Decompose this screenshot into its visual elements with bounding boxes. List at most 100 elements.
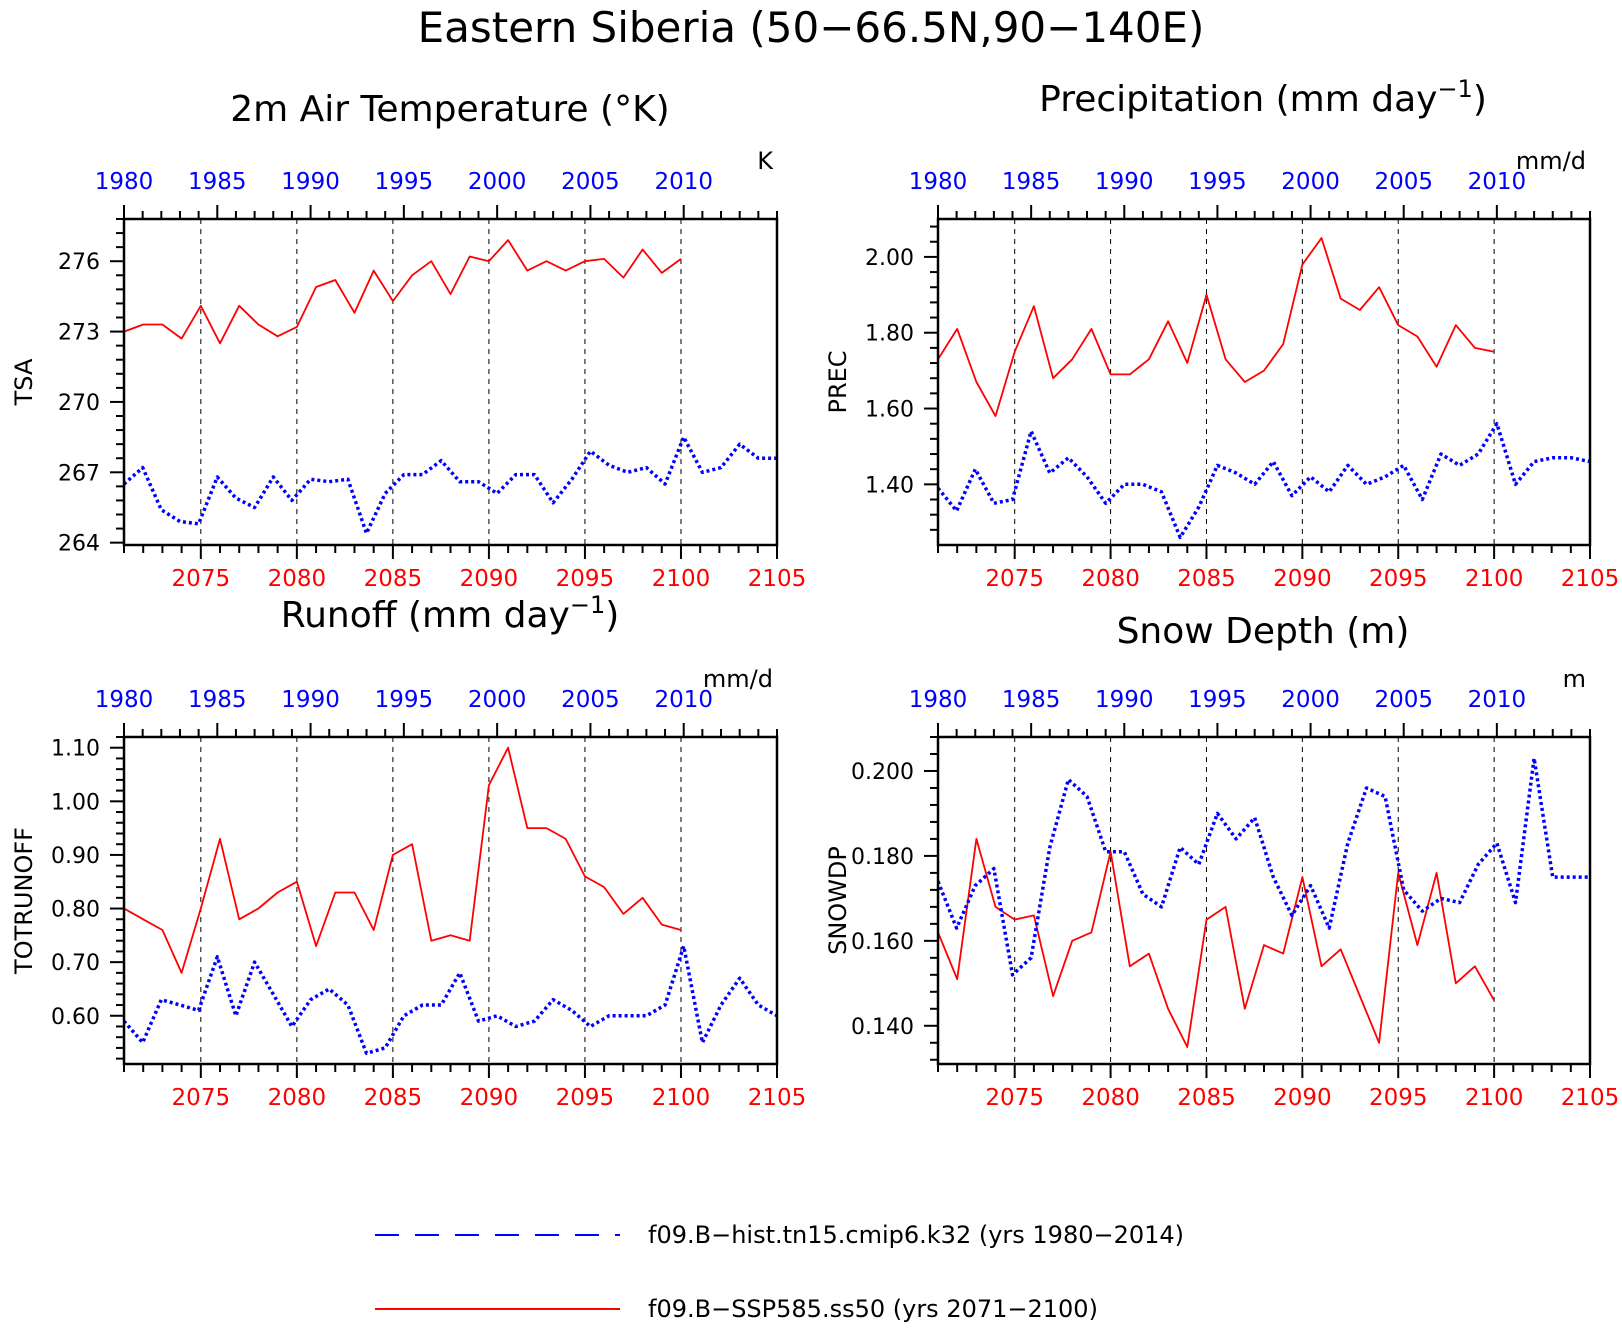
units-label: mm/d xyxy=(703,665,773,693)
bottom-tick-label: 2105 xyxy=(748,1085,807,1111)
top-tick-label: 2000 xyxy=(468,687,527,713)
series-ssp-line xyxy=(124,746,682,974)
units-label: mm/d xyxy=(1516,147,1586,175)
top-tick-label: 1985 xyxy=(188,169,247,195)
top-tick-label: 2005 xyxy=(1374,687,1433,713)
series-hist-line xyxy=(124,435,777,536)
top-tick-label: 2010 xyxy=(1468,169,1527,195)
panel-title-end: ) xyxy=(1473,79,1487,120)
panel-title-text: Runoff (mm day xyxy=(281,595,570,636)
series-ssp-line xyxy=(938,237,1495,418)
y-tick-label: 1.60 xyxy=(865,398,914,423)
plot-frame xyxy=(122,735,779,1066)
plot-frame xyxy=(936,735,1592,1066)
bottom-tick-label: 2095 xyxy=(1369,566,1428,592)
series-hist-line xyxy=(938,756,1590,977)
plot-frame xyxy=(936,217,1592,547)
panels: 2m Air Temperature (°K) K TSA 264 267 270 273 2… xyxy=(10,75,1619,1111)
y-axis-label: TSA xyxy=(10,358,38,406)
bottom-tick-label: 2085 xyxy=(364,566,423,592)
bottom-tick-label: 2100 xyxy=(1465,566,1524,592)
bottom-tick-label: 2075 xyxy=(985,566,1044,592)
panel-title-text: 2m Air Temperature (°K) xyxy=(230,89,669,130)
y-tick-label: 0.90 xyxy=(51,844,100,869)
bottom-tick-label: 2085 xyxy=(1177,1085,1236,1111)
panel-title-text: Precipitation (mm day xyxy=(1039,79,1437,120)
bottom-tick-label: 2100 xyxy=(652,566,711,592)
panel-2: Runoff (mm day−1) mm/d TOTRUNOFF 0.60 0.70 0.… xyxy=(10,591,806,1111)
bottom-tick-label: 2095 xyxy=(1369,1085,1428,1111)
top-tick-label: 2000 xyxy=(468,169,527,195)
panel-title: Precipitation (mm day−1) xyxy=(1039,75,1487,120)
panel-title-superscript: −1 xyxy=(570,591,605,619)
series-hist-line xyxy=(938,421,1590,540)
top-tick-label: 2000 xyxy=(1281,687,1340,713)
y-axis-label: TOTRUNOFF xyxy=(10,827,38,975)
top-tick-label: 2010 xyxy=(654,687,713,713)
bottom-tick-label: 2080 xyxy=(1081,566,1140,592)
y-tick-label: 0.180 xyxy=(851,845,914,870)
top-tick-label: 2010 xyxy=(654,169,713,195)
series-ssp-line xyxy=(124,239,682,345)
bottom-tick-label: 2105 xyxy=(1561,566,1620,592)
panel-title-text: Snow Depth (m) xyxy=(1117,611,1410,652)
top-tick-label: 1995 xyxy=(375,169,434,195)
legend: f09.B−hist.tn15.cmip6.k32 (yrs 1980−2014… xyxy=(375,1221,1184,1323)
bottom-tick-label: 2090 xyxy=(1273,566,1332,592)
top-tick-label: 1995 xyxy=(1188,169,1247,195)
top-tick-label: 2005 xyxy=(1374,169,1433,195)
bottom-tick-label: 2090 xyxy=(1273,1085,1332,1111)
series-ssp-line xyxy=(938,838,1495,1048)
top-tick-label: 2010 xyxy=(1468,687,1527,713)
top-tick-label: 1995 xyxy=(375,687,434,713)
bottom-tick-label: 2075 xyxy=(172,566,231,592)
top-tick-label: 1985 xyxy=(188,687,247,713)
panel-0: 2m Air Temperature (°K) K TSA 264 267 270 273 2… xyxy=(10,89,806,592)
bottom-tick-label: 2105 xyxy=(1561,1085,1620,1111)
bottom-tick-label: 2080 xyxy=(268,566,327,592)
y-tick-label: 270 xyxy=(58,391,100,416)
y-tick-label: 276 xyxy=(58,250,100,275)
plot-frame xyxy=(122,217,779,547)
top-tick-label: 1980 xyxy=(95,169,154,195)
panel-title: Snow Depth (m) xyxy=(1117,611,1410,652)
y-tick-label: 1.00 xyxy=(51,790,100,815)
panel-3: Snow Depth (m) m SNOWDP 0.140 0.160 0.180 0.20… xyxy=(824,611,1619,1111)
top-tick-label: 1980 xyxy=(909,687,968,713)
top-tick-label: 1990 xyxy=(281,687,340,713)
panel-1: Precipitation (mm day−1) mm/d PREC 1.40 1.60… xyxy=(824,75,1619,592)
y-tick-label: 0.80 xyxy=(51,898,100,923)
y-tick-label: 273 xyxy=(58,321,100,346)
bottom-tick-label: 2100 xyxy=(652,1085,711,1111)
y-tick-label: 1.80 xyxy=(865,322,914,347)
y-tick-label: 1.10 xyxy=(51,737,100,762)
bottom-tick-label: 2075 xyxy=(985,1085,1044,1111)
legend-label-1: f09.B−SSP585.ss50 (yrs 2071−2100) xyxy=(648,1295,1098,1323)
y-tick-label: 0.70 xyxy=(51,951,100,976)
y-tick-label: 1.40 xyxy=(865,473,914,498)
bottom-tick-label: 2105 xyxy=(748,566,807,592)
y-tick-label: 264 xyxy=(58,532,100,557)
panel-title: 2m Air Temperature (°K) xyxy=(230,89,669,130)
series-hist-line xyxy=(124,944,777,1056)
bottom-tick-label: 2080 xyxy=(268,1085,327,1111)
panel-title-superscript: −1 xyxy=(1437,75,1472,103)
top-tick-label: 1990 xyxy=(1095,687,1154,713)
units-label: K xyxy=(757,147,774,175)
y-tick-label: 0.200 xyxy=(851,760,914,785)
bottom-tick-label: 2090 xyxy=(460,1085,519,1111)
top-tick-label: 2000 xyxy=(1281,169,1340,195)
top-tick-label: 1985 xyxy=(1002,169,1061,195)
bottom-tick-label: 2075 xyxy=(172,1085,231,1111)
panel-title-end: ) xyxy=(605,595,619,636)
y-tick-label: 267 xyxy=(58,461,100,486)
figure-title: Eastern Siberia (50−66.5N,90−140E) xyxy=(418,3,1205,52)
y-axis-label: PREC xyxy=(824,350,852,413)
top-tick-label: 1985 xyxy=(1002,687,1061,713)
top-tick-label: 1990 xyxy=(1095,169,1154,195)
units-label: m xyxy=(1563,665,1586,693)
top-tick-label: 1990 xyxy=(281,169,340,195)
bottom-tick-label: 2085 xyxy=(1177,566,1236,592)
top-tick-label: 1995 xyxy=(1188,687,1247,713)
